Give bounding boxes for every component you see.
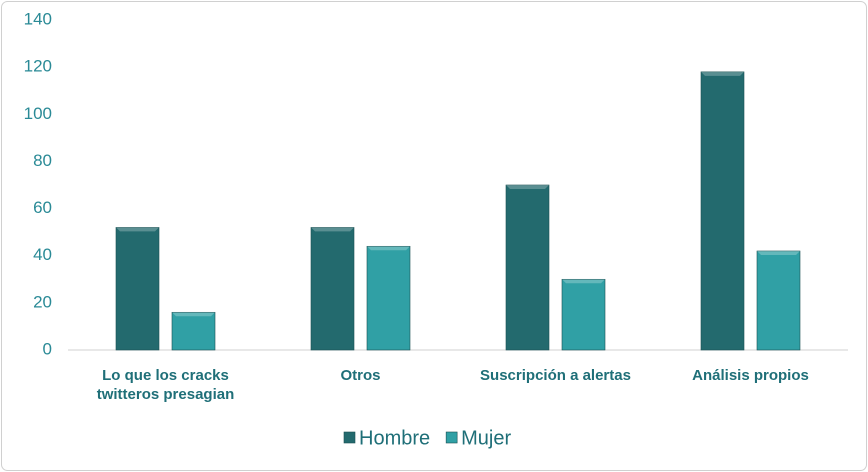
y-tick-label: 0 bbox=[43, 339, 52, 358]
bar bbox=[561, 278, 606, 351]
legend-swatch bbox=[445, 431, 458, 444]
bar-bevel bbox=[367, 246, 410, 251]
bar bbox=[171, 311, 216, 351]
bar bbox=[366, 245, 411, 351]
bar-bevel bbox=[506, 185, 549, 189]
legend-swatch bbox=[343, 431, 356, 444]
x-tick-label: Análisis propios bbox=[692, 367, 809, 384]
bar bbox=[310, 227, 355, 351]
bar-bevel bbox=[172, 312, 215, 317]
x-tick-label: Lo que los cracks twitteros presagian bbox=[96, 367, 235, 403]
bar bbox=[700, 71, 745, 351]
bar-bevel bbox=[757, 251, 800, 255]
bar bbox=[505, 184, 550, 351]
bar-bevel bbox=[311, 227, 354, 232]
y-tick-label: 140 bbox=[24, 9, 52, 28]
legend-label: Hombre bbox=[359, 427, 430, 449]
y-tick-label: 120 bbox=[24, 57, 52, 76]
x-tick-label: Otros bbox=[340, 367, 381, 384]
legend-label: Mujer bbox=[461, 427, 511, 449]
bar bbox=[115, 227, 160, 351]
bar-bevel bbox=[701, 71, 744, 76]
bar bbox=[756, 250, 801, 351]
y-tick-label: 80 bbox=[33, 151, 52, 170]
y-tick-label: 40 bbox=[33, 245, 52, 264]
y-tick-label: 60 bbox=[33, 198, 52, 217]
x-tick-label: Suscripción a alertas bbox=[480, 367, 631, 384]
bar-bevel bbox=[562, 279, 605, 284]
y-tick-label: 20 bbox=[33, 292, 52, 311]
bar-bevel bbox=[116, 227, 159, 232]
y-tick-label: 100 bbox=[24, 104, 52, 123]
